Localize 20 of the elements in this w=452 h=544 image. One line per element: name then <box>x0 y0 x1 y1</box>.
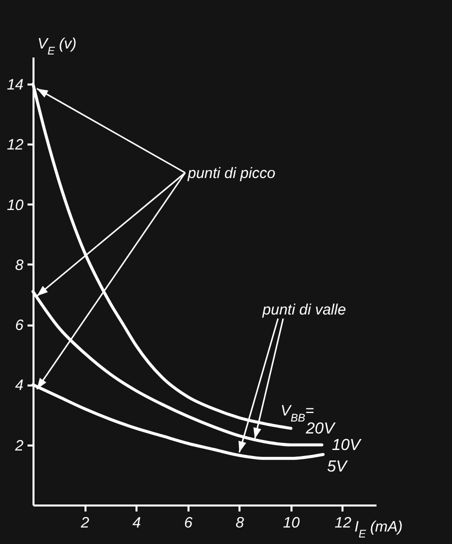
x-tick-label: 12 <box>334 514 352 532</box>
x-tick-label: 6 <box>184 514 194 532</box>
y-tick-label: 12 <box>6 136 24 154</box>
x-tick-label: 4 <box>132 514 141 532</box>
x-axis-title: I$_{E}$ (mA) <box>354 518 403 540</box>
y-tick-label: 6 <box>15 317 24 334</box>
y-tick-label: 10 <box>6 196 24 214</box>
annotation: punti di valle <box>262 302 346 319</box>
y-axis-title: V$_{E}$ (v) <box>38 36 77 58</box>
x-tick-label: 8 <box>236 514 245 532</box>
y-tick-label: 14 <box>6 76 24 94</box>
series-label: 10V <box>332 436 362 454</box>
y-tick-label: 8 <box>15 256 24 274</box>
x-tick-label: 2 <box>80 514 90 532</box>
annotation: punti di picco <box>186 164 276 182</box>
series-label: 20V <box>304 420 336 438</box>
y-tick-label: 2 <box>14 437 24 454</box>
y-tick-label: 4 <box>15 377 24 394</box>
series-label: 5V <box>327 458 348 476</box>
x-tick-label: 10 <box>283 514 300 532</box>
